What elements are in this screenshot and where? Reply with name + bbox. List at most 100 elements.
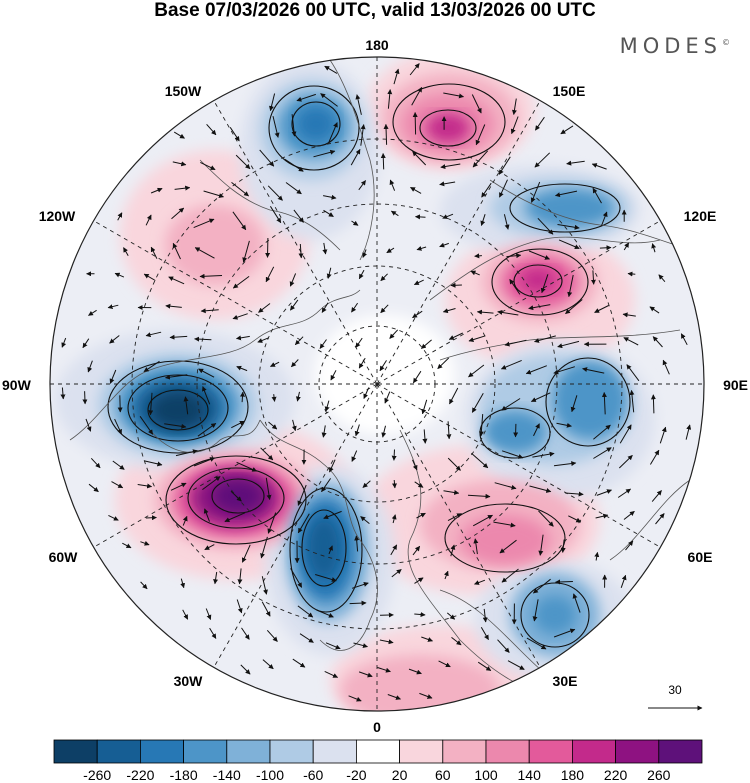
wind-vector-arrow — [530, 181, 541, 203]
wind-vector-arrow — [626, 364, 640, 382]
wind-vector-arrow — [384, 391, 391, 404]
wind-vector-arrow — [353, 642, 368, 648]
wind-vector-arrow — [567, 274, 574, 298]
wind-vector-arrow — [391, 569, 402, 578]
colorbar-tick-label: 140 — [518, 767, 542, 783]
wind-vector-arrow — [180, 578, 186, 589]
wind-vector-arrow — [85, 418, 92, 432]
wind-vector-arrow — [172, 242, 181, 260]
wind-vector-arrow — [593, 447, 612, 459]
wind-vector-arrow — [501, 398, 521, 411]
wind-vector-arrow — [471, 452, 489, 469]
wind-vector-arrow — [658, 274, 666, 283]
wind-vector-arrow — [471, 393, 484, 413]
wind-vector-arrow — [566, 160, 585, 166]
map-title: Base 07/03/2026 00 UTC, valid 13/03/2026… — [154, 0, 596, 21]
wind-vector-arrow — [296, 93, 316, 102]
wind-vector-arrow — [623, 337, 639, 346]
wind-vector-arrow — [623, 510, 635, 520]
wind-vector-arrow — [236, 365, 248, 372]
wind-vector-arrow — [476, 309, 494, 315]
wind-vector-arrow — [411, 86, 423, 106]
wind-vector-arrow — [599, 245, 612, 251]
wind-vector-arrow — [213, 571, 219, 585]
wind-vector-arrow — [351, 302, 359, 313]
wind-vector-arrow — [351, 582, 369, 589]
map-border — [49, 56, 705, 712]
wind-vector-arrow — [380, 153, 386, 170]
wind-vector-arrow — [236, 461, 258, 472]
wind-vector-arrow — [360, 516, 370, 524]
colorbar-swatch — [312, 739, 357, 764]
wind-vector-arrow — [528, 250, 550, 260]
wind-vector-arrow — [412, 459, 418, 471]
brand-name: MODES — [619, 34, 722, 58]
wind-vector-arrow — [112, 460, 125, 470]
wind-vector-arrow — [293, 209, 304, 223]
wind-vector-arrow — [467, 493, 491, 499]
wind-vector-arrow — [289, 273, 297, 287]
wind-vector-arrow — [259, 149, 275, 167]
wind-vector-arrow — [193, 457, 216, 467]
wind-vector-arrow — [232, 275, 250, 289]
wind-vector-arrow — [117, 212, 123, 221]
wind-vector-arrow — [230, 490, 242, 502]
brand-logo: MODES© — [620, 34, 730, 58]
wind-vector-arrow — [175, 449, 198, 457]
wind-vector-arrow — [140, 540, 150, 546]
wind-vector-arrow — [680, 333, 688, 346]
wind-vector-arrow — [440, 163, 461, 170]
wind-vector-arrow — [391, 449, 397, 461]
wind-vector-arrow — [260, 536, 268, 559]
wind-vector-arrow — [620, 574, 627, 588]
wind-vector-arrow — [61, 337, 67, 348]
wind-vector-arrow — [297, 605, 314, 618]
wind-vector-arrow — [137, 483, 153, 489]
wind-vector-arrow — [377, 667, 391, 673]
wind-vector-arrow — [200, 308, 219, 314]
wind-vector-arrow — [421, 399, 428, 415]
wind-vector-arrow — [596, 489, 612, 496]
wind-vector-arrow — [651, 490, 662, 502]
wind-vector-arrow — [625, 540, 634, 551]
lon-label-60w: 60W — [49, 549, 79, 565]
wind-vector-arrow — [594, 551, 600, 561]
wind-vector-arrow — [235, 154, 251, 170]
wind-vector-arrow — [268, 421, 278, 430]
wind-vector-arrow — [321, 302, 329, 313]
wind-vector-arrow — [324, 670, 339, 678]
colorbar-tick-label: -220 — [126, 767, 154, 783]
wind-vector-arrow — [351, 220, 359, 226]
wind-vector-arrow — [451, 637, 462, 646]
wind-vector-arrow — [107, 304, 119, 310]
wind-vector-arrow — [414, 481, 424, 488]
colorbar-tick-label: -140 — [213, 767, 241, 783]
wind-vector-arrow — [117, 395, 123, 413]
wind-vector-arrow — [475, 124, 486, 146]
wind-vector-arrow — [261, 601, 271, 617]
wind-vector-arrow — [325, 642, 341, 650]
wind-vector-arrow — [387, 89, 393, 109]
colorbar-swatch — [226, 739, 271, 764]
wind-vector-arrow — [328, 122, 338, 144]
wind-vector-arrow — [482, 608, 488, 623]
wind-vector-arrow — [537, 217, 554, 235]
wind-vector-arrow — [150, 246, 158, 259]
wind-vector-arrow — [568, 515, 582, 523]
wind-vector-arrow — [348, 695, 362, 702]
wind-vector-arrow — [351, 450, 358, 462]
wind-vector-arrow — [414, 612, 426, 618]
wind-vector-arrow — [560, 125, 574, 135]
wind-vector-arrow — [313, 149, 336, 158]
wind-vector-arrow — [652, 336, 663, 348]
wind-vector-arrow — [534, 152, 551, 168]
lon-label-150e: 150E — [553, 83, 586, 99]
lon-label-0: 0 — [373, 719, 381, 735]
wind-vector-arrow — [236, 599, 243, 614]
wind-vector-arrow — [448, 332, 464, 340]
wind-vector-arrow — [320, 93, 338, 107]
wind-vector-arrow — [198, 368, 215, 378]
wind-vector-arrow — [504, 339, 527, 347]
wind-vector-arrow — [292, 658, 306, 668]
wind-vector-arrow — [447, 457, 461, 471]
